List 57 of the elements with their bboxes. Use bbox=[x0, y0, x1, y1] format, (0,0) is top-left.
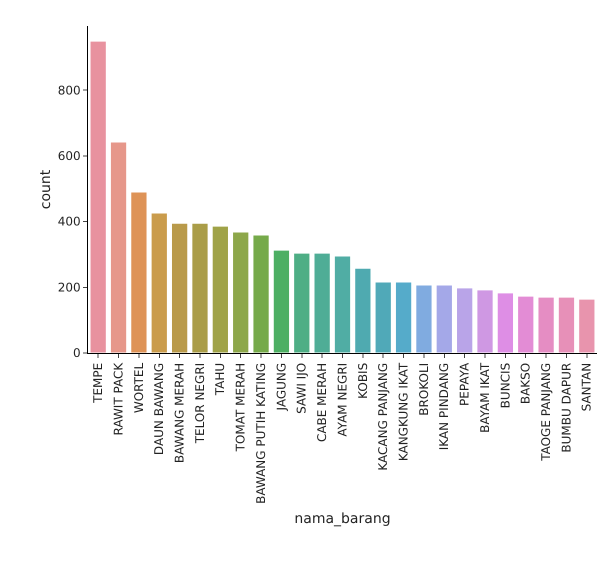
x-tick-label: BAYAM IKAT bbox=[478, 362, 492, 433]
bar bbox=[394, 282, 412, 353]
y-tick-label: 600 bbox=[58, 149, 81, 164]
bar bbox=[517, 296, 534, 353]
x-tick-label: PEPAYA bbox=[458, 362, 472, 406]
x-tick-label: RAWIT PACK bbox=[111, 362, 126, 436]
bar bbox=[191, 222, 209, 353]
x-tick-label: BROKOLI bbox=[416, 362, 431, 416]
x-tick-label: TOMAT MERAH bbox=[234, 362, 248, 452]
y-tick-label: 0 bbox=[72, 346, 81, 360]
bar bbox=[537, 296, 555, 353]
bar bbox=[232, 232, 250, 353]
x-tick-label: SAWI IJO bbox=[294, 362, 309, 414]
bar bbox=[272, 250, 290, 353]
bar bbox=[90, 40, 107, 353]
bar bbox=[334, 256, 352, 353]
bar bbox=[354, 268, 372, 353]
x-tick-label: KOBIS bbox=[356, 362, 370, 399]
x-tick-label: TAOGE PANJANG bbox=[539, 362, 553, 462]
x-tick-label: KACANG PANJANG bbox=[376, 362, 390, 471]
bar bbox=[476, 289, 494, 353]
y-tick-label: 400 bbox=[58, 214, 81, 229]
bar bbox=[496, 292, 514, 353]
bar bbox=[110, 142, 128, 353]
x-tick-label: KANGKUNG IKAT bbox=[396, 362, 410, 462]
x-tick-label: BAWANG MERAH bbox=[172, 362, 187, 464]
x-tick-label: TEMPE bbox=[91, 362, 106, 404]
bar bbox=[314, 252, 331, 353]
bar bbox=[293, 252, 310, 353]
x-tick-label: TAHU bbox=[213, 362, 228, 396]
x-tick-label: AYAM NEGRI bbox=[335, 362, 350, 437]
x-tick-label: CABE MERAH bbox=[315, 362, 330, 442]
bar bbox=[150, 212, 168, 353]
bar bbox=[436, 284, 453, 353]
bar bbox=[558, 296, 576, 353]
y-tick-label: 200 bbox=[58, 280, 81, 294]
bar bbox=[212, 226, 229, 353]
bar bbox=[374, 282, 392, 353]
bar bbox=[578, 298, 596, 353]
x-tick-label: SANTAN bbox=[580, 362, 594, 412]
bar bbox=[130, 191, 148, 353]
x-tick-label: BAKSO bbox=[518, 362, 533, 404]
x-tick-label: BUNCIS bbox=[498, 362, 512, 408]
bar bbox=[415, 284, 433, 353]
x-tick-label: JAGUNG bbox=[274, 362, 288, 412]
x-tick-label: WORTEL bbox=[132, 362, 146, 414]
x-tick-label: BUMBU DAPUR bbox=[559, 362, 574, 453]
bar bbox=[456, 287, 474, 353]
x-tick-label: TELOR NEGRI bbox=[192, 362, 207, 444]
y-tick-label: 800 bbox=[58, 83, 81, 98]
x-tick-label: IKAN PINDANG bbox=[437, 362, 452, 450]
x-axis-title: nama_barang bbox=[294, 511, 391, 528]
x-tick-label: BAWANG PUTIH KATING bbox=[254, 362, 268, 504]
bar bbox=[170, 222, 188, 353]
bar bbox=[252, 234, 270, 353]
x-tick-label: DAUN BAWANG bbox=[152, 362, 166, 456]
y-axis-title: count bbox=[38, 169, 54, 210]
